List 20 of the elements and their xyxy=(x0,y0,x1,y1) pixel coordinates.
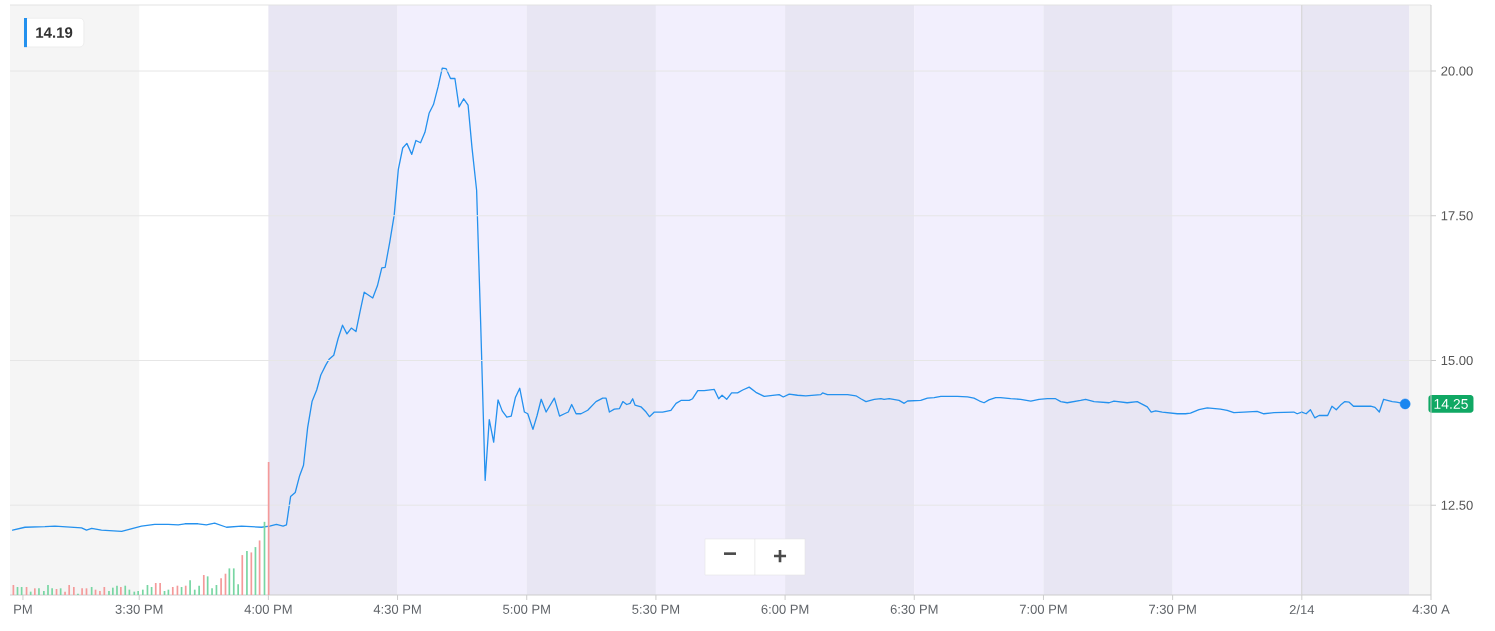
y-tick-label: 12.50 xyxy=(1441,500,1473,510)
y-tick-label: 17.50 xyxy=(1441,211,1473,221)
x-tick-label: 6:30 PM xyxy=(890,604,938,614)
annotation: 14.25 xyxy=(1434,398,1468,409)
x-tick-label: 7:30 PM xyxy=(1149,604,1196,614)
annotation: 14.19 xyxy=(36,27,73,38)
annotation: + xyxy=(773,549,787,563)
x-tick-label: 5:00 PM xyxy=(503,604,550,614)
x-tick-label: PM xyxy=(14,604,32,614)
y-tick-label: 20.00 xyxy=(1441,66,1473,76)
x-tick-label: 2/14 xyxy=(1289,604,1315,615)
x-tick-label: 7:00 PM xyxy=(1019,604,1067,614)
x-tick-label: 4:30 PM xyxy=(373,604,421,614)
x-tick-label: 6:00 PM xyxy=(761,604,809,614)
x-tick-label: 5:30 PM xyxy=(632,604,680,614)
x-tick-label: 4:00 PM xyxy=(244,604,292,614)
y-tick-label: 15.00 xyxy=(1441,355,1473,366)
x-tick-label: 3:30 PM xyxy=(115,604,163,614)
annotation: − xyxy=(724,552,737,555)
x-tick-label: 4:30 A xyxy=(1412,604,1450,614)
